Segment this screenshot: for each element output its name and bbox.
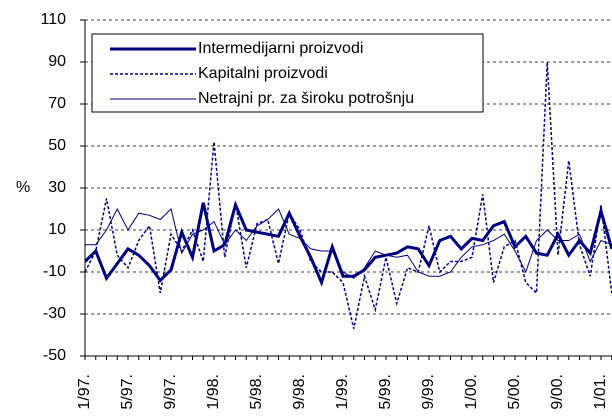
x-tick-label: 5/00. [506,374,523,410]
x-tick-label: 1/01. [592,374,609,410]
x-tick-label: 9/99. [420,374,437,410]
series-line [85,207,612,279]
x-tick-label: 1/00. [463,374,480,410]
y-axis-label: % [16,179,30,196]
x-tick-label: 1/97. [76,374,93,410]
series-line [85,200,612,287]
x-tick-label: 9/98. [291,374,308,410]
y-tick-label: 50 [48,137,66,154]
x-tick-label: 5/98. [248,374,265,410]
y-tick-label: -50 [43,347,66,364]
x-tick-label: 1/98. [205,374,222,410]
legend-label: Kapitalni proizvodi [198,65,328,82]
x-tick-label: 5/99. [377,374,394,410]
x-tick-label: 1/99. [334,374,351,410]
legend-label: Netrajni pr. za široku potrošnju [198,90,414,107]
y-tick-label: 90 [48,53,66,70]
y-tick-label: 30 [48,179,66,196]
x-tick-label: 9/97. [162,374,179,410]
y-tick-label: 70 [48,95,66,112]
y-tick-label: -30 [43,305,66,322]
series-line [85,61,612,329]
legend-label: Intermedijarni proizvodi [198,40,363,57]
y-tick-label: 10 [48,221,66,238]
x-tick-label: 5/97. [119,374,136,410]
x-tick-label: 9/00. [549,374,566,410]
y-tick-label: -10 [43,263,66,280]
y-tick-label: 110 [40,11,66,28]
plot-area [85,61,612,329]
